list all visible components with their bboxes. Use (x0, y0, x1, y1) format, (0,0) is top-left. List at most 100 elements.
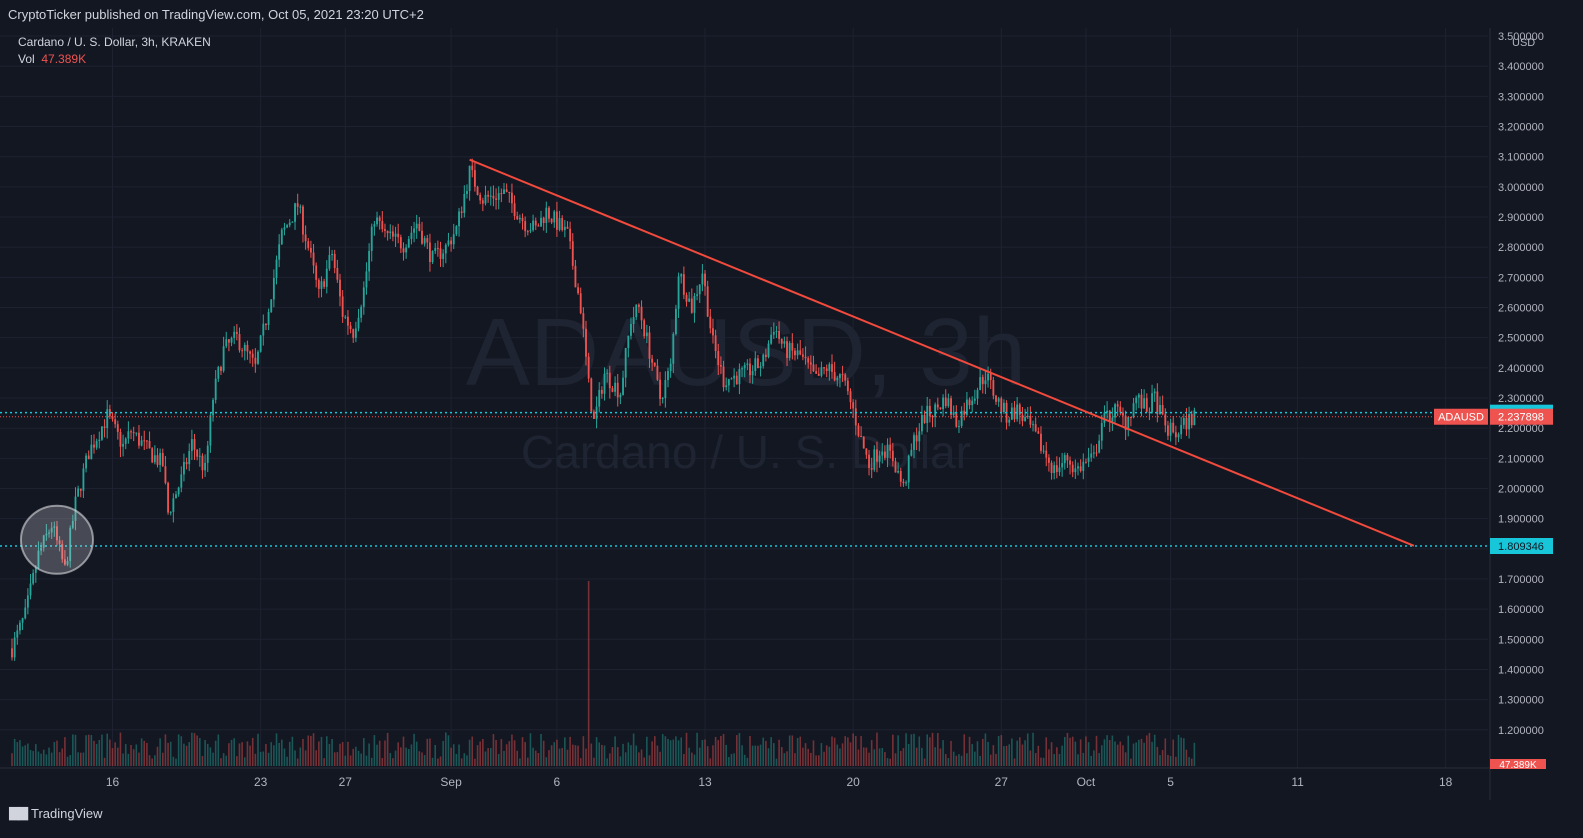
volume-bar (236, 756, 238, 766)
candle-body (598, 389, 601, 407)
candle-body (693, 295, 696, 313)
volume-bar (955, 755, 958, 766)
volume-bar (53, 742, 56, 766)
volume-bar (1079, 739, 1082, 766)
volume-bar (564, 737, 566, 766)
volume-bar (926, 734, 929, 766)
volume-bar (497, 753, 500, 766)
volume-bar (217, 734, 220, 766)
volume-bar (103, 757, 106, 766)
volume-bar (413, 733, 415, 766)
candle-body (283, 227, 286, 230)
volume-bar (339, 743, 341, 766)
volume-bar (897, 735, 899, 766)
candle-body (183, 462, 185, 475)
y-tick-label: 3.000000 (1498, 182, 1544, 194)
current-price-label: 2.237898 (1498, 412, 1544, 424)
publisher-text: CryptoTicker published on TradingView.co… (8, 7, 424, 22)
volume-bar (1045, 737, 1048, 766)
candle-body (1018, 404, 1021, 415)
volume-bar (1145, 735, 1148, 766)
volume-bar (717, 740, 720, 766)
candle-body (757, 358, 759, 368)
candle-body (254, 357, 257, 364)
volume-bar (944, 754, 947, 766)
volume-bar (593, 757, 595, 766)
volume-bar (392, 758, 394, 766)
candle-body (436, 248, 439, 250)
tradingview-logo[interactable]: ▇▇ TradingView (9, 805, 103, 821)
candle-body (26, 595, 29, 608)
candle-body (714, 335, 717, 352)
candle-body (360, 306, 363, 318)
price-chart[interactable]: ADAUSD, 3h Cardano / U. S. Dollar 3.5000… (0, 0, 1583, 800)
volume-bar (98, 739, 101, 766)
volume-bar (807, 748, 809, 766)
level-price-label: 1.809346 (1498, 541, 1544, 553)
candle-body (132, 432, 135, 434)
candle-body (1185, 418, 1188, 430)
volume-bar (1048, 749, 1050, 766)
volume-bar (1156, 746, 1159, 766)
candle-body (513, 203, 516, 217)
candle-body (368, 250, 371, 272)
candle-body (1066, 455, 1069, 461)
candle-body (1026, 415, 1029, 418)
candle-body (421, 230, 423, 244)
y-tick-label: 2.900000 (1498, 212, 1544, 224)
volume-bar (704, 739, 706, 766)
candle-body (1050, 462, 1053, 474)
volume-bar (1013, 758, 1016, 766)
volume-bar (1193, 742, 1196, 766)
volume-bar (415, 741, 418, 766)
volume-bar (722, 733, 725, 766)
candle-body (399, 237, 402, 249)
candle-body (354, 328, 357, 338)
volume-bar (1053, 754, 1055, 766)
candle-body (447, 240, 450, 245)
volume-bar (283, 748, 286, 766)
time-axis[interactable]: 16 23 27 Sep 6 13 20 27 Oct 5 11 18 (106, 775, 1453, 789)
candle-body (751, 370, 754, 376)
volume-bar (1085, 736, 1087, 766)
candle-body (241, 350, 244, 352)
volume-bar (355, 746, 357, 766)
volume-bar (304, 750, 307, 766)
candle-body (722, 366, 725, 388)
candle-body (905, 482, 907, 484)
volume-bar (698, 747, 701, 766)
candle-body (1129, 417, 1132, 419)
candle-body (148, 440, 151, 449)
volume-bar (201, 756, 204, 766)
candle-body (1188, 414, 1191, 430)
candle-body (90, 444, 93, 460)
volume-bar (624, 752, 627, 766)
volume-bar (720, 735, 722, 766)
candle-body (1172, 422, 1175, 433)
candle-body (291, 221, 294, 223)
volume-bar (537, 752, 540, 766)
candle-body (1063, 455, 1066, 464)
candle-body (534, 220, 537, 226)
volume-bar (579, 758, 582, 766)
candle-body (1124, 415, 1127, 430)
volume-bar (960, 755, 963, 766)
highlight-layer (19, 504, 94, 575)
candle-body (1164, 414, 1167, 426)
volume-bar (212, 752, 214, 766)
candle-body (153, 455, 156, 463)
volume-bar (476, 745, 479, 766)
volume-bar (968, 736, 971, 766)
volume-bar (730, 753, 733, 766)
candle-body (545, 207, 548, 223)
volume-bar (82, 752, 85, 766)
volume-bar (1114, 741, 1116, 766)
trendline-layer[interactable] (469, 158, 1415, 547)
candle-body (429, 242, 431, 263)
volume-bar (751, 745, 754, 766)
volume-bar (127, 753, 130, 766)
volume-bar (72, 734, 74, 766)
candle-body (712, 328, 714, 336)
candle-body (1098, 440, 1101, 453)
volume-bar (786, 751, 788, 766)
